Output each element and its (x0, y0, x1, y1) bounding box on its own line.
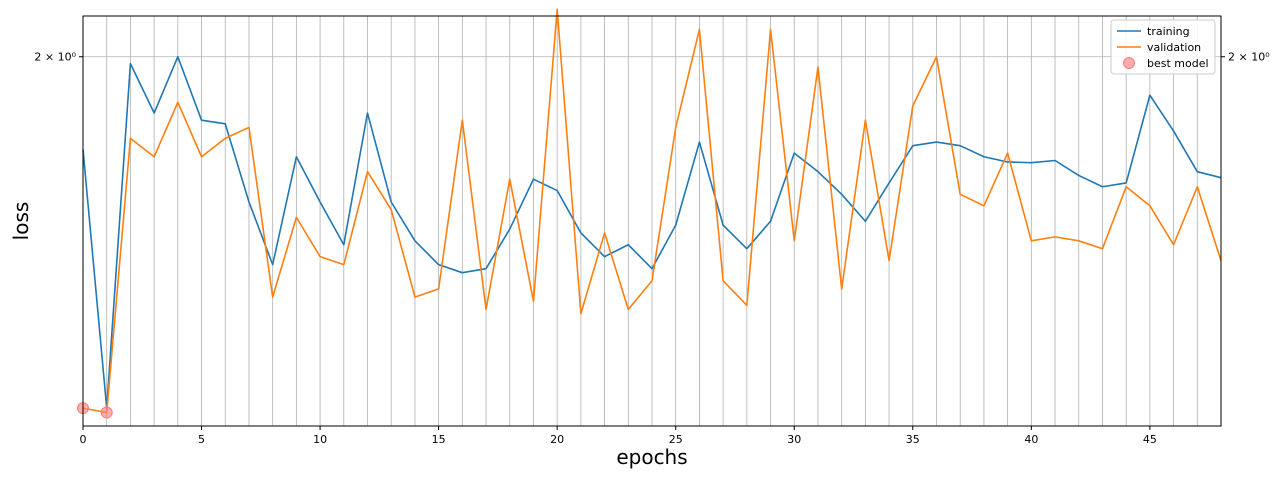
series-layer (82, 8, 1222, 414)
x-tick-label: 35 (906, 433, 920, 446)
best-model-marker (100, 406, 113, 419)
x-tick-label: 45 (1143, 433, 1157, 446)
x-tick-label: 25 (669, 433, 683, 446)
series-line-training (82, 55, 1222, 409)
grid-layer (83, 16, 1221, 426)
y-axis-label: loss (9, 202, 33, 241)
x-tick-label: 30 (787, 433, 801, 446)
legend-label-best-model: best model (1147, 57, 1209, 70)
tick-layer: 0 5 10 15 20 25 30 35 40 45 2 × 10⁰ 2 × 10⁰ (34, 51, 1270, 446)
x-tick-label: 10 (313, 433, 327, 446)
x-tick-label: 0 (80, 433, 87, 446)
y-tick-label-right: 2 × 10⁰ (1228, 51, 1270, 64)
legend-swatch-best-model (1123, 57, 1135, 69)
x-tick-label: 15 (432, 433, 446, 446)
y-tick-label-left: 2 × 10⁰ (34, 51, 76, 64)
legend-box (1110, 19, 1216, 75)
x-axis-label: epochs (616, 445, 687, 469)
x-tick-label: 5 (198, 433, 205, 446)
legend-label-validation: validation (1147, 41, 1201, 54)
series-line-validation (82, 8, 1222, 414)
legend-label-training: training (1147, 25, 1190, 38)
legend: training validation best model (1110, 19, 1216, 75)
x-tick-label: 40 (1024, 433, 1038, 446)
plot-frame (82, 15, 1222, 427)
marker-layer (77, 402, 113, 419)
x-tick-label: 20 (550, 433, 564, 446)
